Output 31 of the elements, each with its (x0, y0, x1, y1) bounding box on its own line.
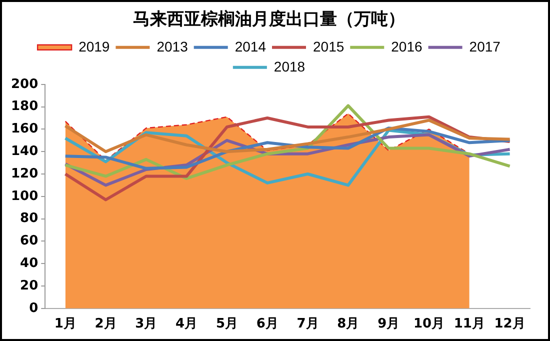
legend-label: 2013 (156, 38, 188, 54)
legend-label: 2016 (391, 38, 423, 54)
y-tick-label: 60 (20, 234, 38, 249)
x-tick-label: 9月 (378, 316, 400, 332)
x-tick-label: 12月 (494, 316, 526, 332)
y-tick-label: 200 (10, 76, 38, 92)
y-tick-label: 20 (20, 278, 38, 294)
x-tick-label: 2月 (94, 316, 117, 332)
x-tick-label: 3月 (135, 316, 158, 332)
x-tick-label: 10月 (413, 316, 445, 332)
x-tick-label: 11月 (454, 316, 485, 332)
y-tick-label: 160 (10, 122, 38, 137)
legend-label: 2015 (313, 38, 344, 54)
y-tick-label: 100 (10, 188, 38, 204)
y-tick-label: 120 (10, 166, 38, 182)
chart-title: 马来西亚棕榈油月度出口量（万吨） (133, 10, 405, 30)
legend-label: 2018 (274, 58, 306, 74)
legend-label: 2014 (234, 38, 266, 54)
x-tick-label: 4月 (176, 316, 198, 332)
x-tick-label: 1月 (54, 316, 76, 332)
x-tick-label: 8月 (337, 316, 360, 332)
x-tick-label: 7月 (296, 316, 319, 332)
x-tick-label: 5月 (216, 316, 238, 332)
legend-label: 2017 (469, 38, 501, 54)
y-tick-label: 0 (29, 300, 38, 316)
y-tick-label: 180 (10, 99, 38, 114)
legend-label: 2019 (78, 38, 110, 54)
y-tick-label: 140 (10, 144, 38, 159)
y-tick-label: 80 (20, 211, 38, 226)
x-tick-label: 6月 (256, 316, 278, 332)
y-tick-label: 40 (20, 256, 38, 271)
